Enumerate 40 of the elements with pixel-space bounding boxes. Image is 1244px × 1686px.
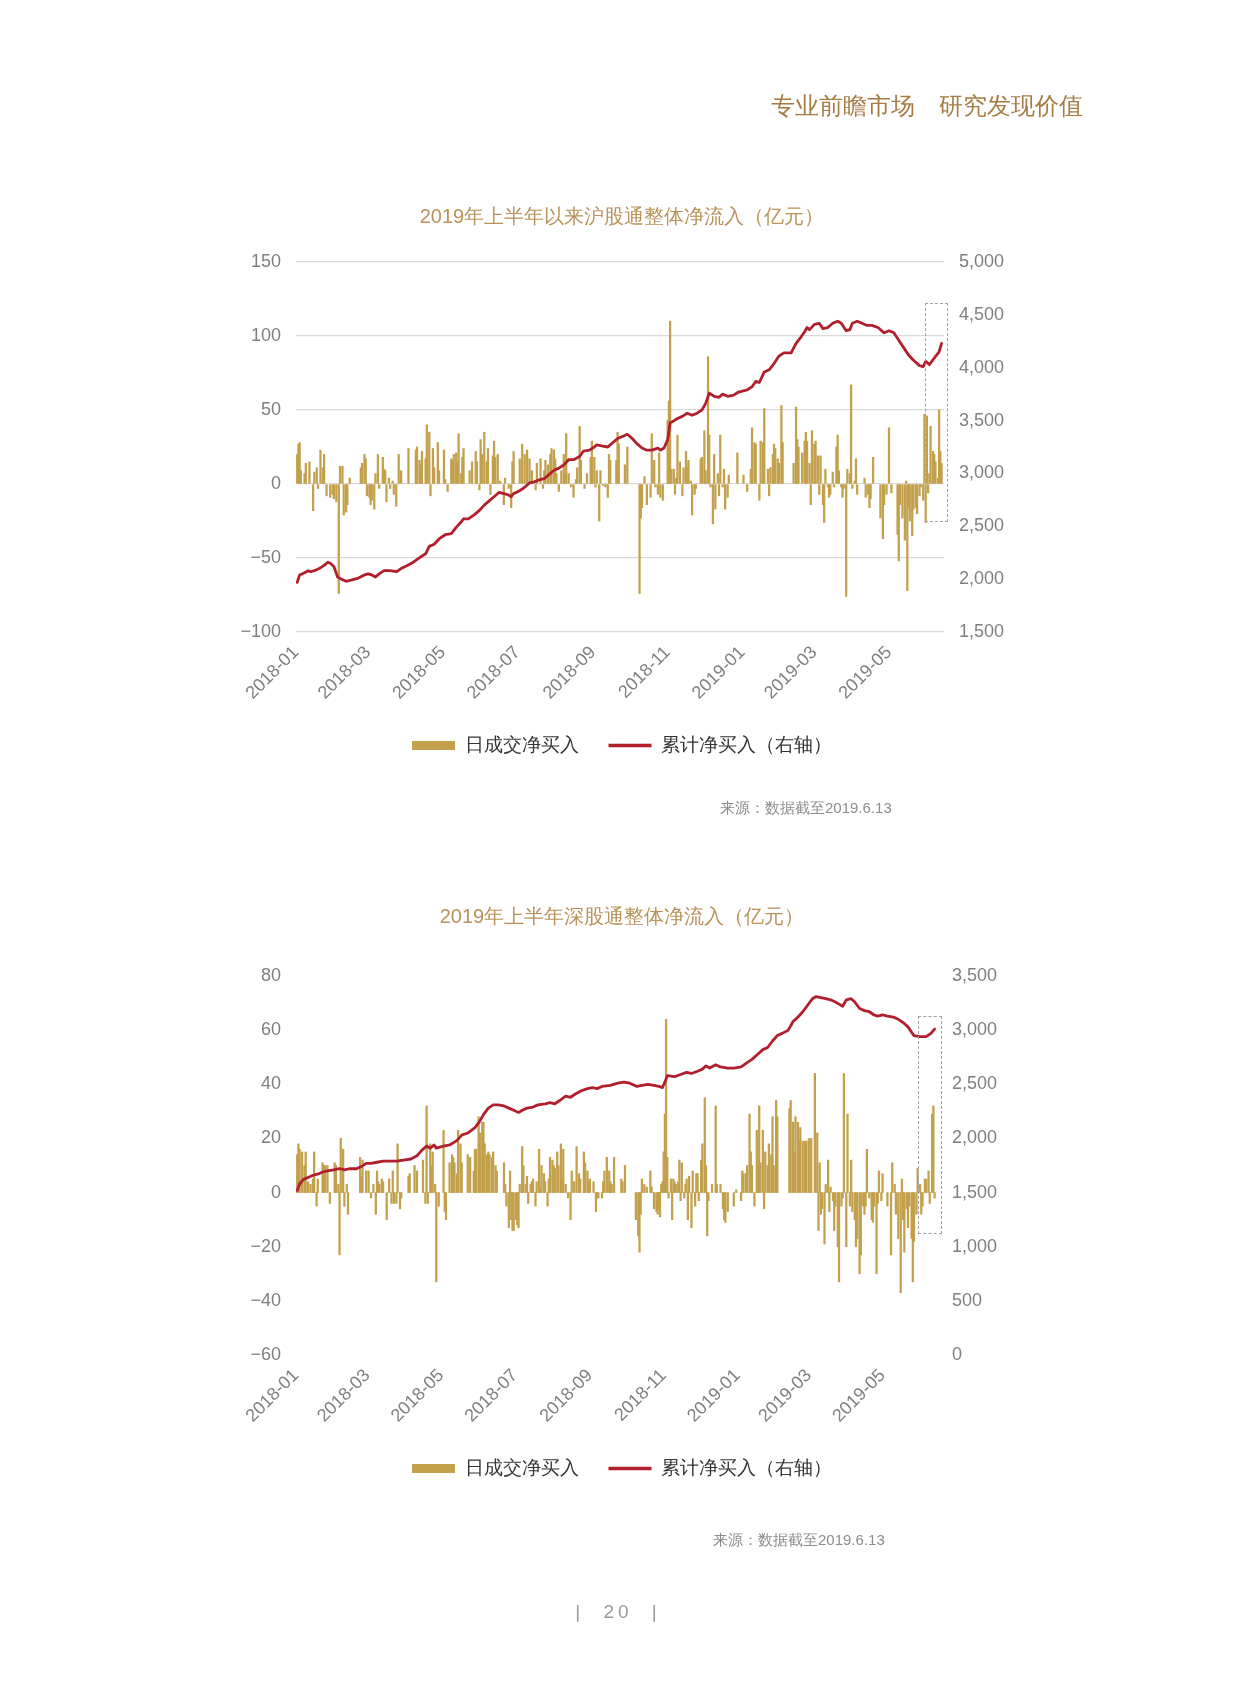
text: | 20 |: [575, 1600, 661, 1624]
y-tick-label: −20: [250, 1235, 281, 1256]
chart-title: 2019年上半年以来沪股通整体净流入（亿元）: [419, 204, 825, 227]
y2-tick-label: 4,000: [959, 356, 1005, 377]
legend-label: 累计净买入（右轴）: [661, 1456, 832, 1478]
y2-tick-label: 3,500: [952, 964, 998, 985]
source-note: 来源：数据截至2019.6.13: [713, 1531, 885, 1549]
y-tick-label: 50: [260, 398, 281, 419]
y2-tick-label: 1,000: [952, 1235, 998, 1256]
y2-tick-label: 2,500: [952, 1073, 998, 1094]
y2-tick-label: 500: [952, 1289, 983, 1310]
y-tick-label: −60: [250, 1343, 281, 1364]
y-tick-label: 150: [250, 250, 281, 271]
legend-label: 日成交净买入: [464, 733, 579, 755]
y2-tick-label: 2,000: [959, 568, 1005, 589]
y2-tick-label: 3,000: [959, 462, 1005, 483]
y-tick-label: 40: [260, 1073, 281, 1094]
y-tick-label: 20: [260, 1127, 281, 1148]
legend-label: 日成交净买入: [464, 1456, 579, 1478]
y2-tick-label: 5,000: [959, 250, 1005, 271]
chart-title: 2019年上半年深股通整体净流入（亿元）: [439, 904, 805, 927]
y2-tick-label: 0: [952, 1343, 963, 1364]
y2-tick-label: 3,500: [959, 409, 1005, 430]
y2-tick-label: 1,500: [959, 620, 1005, 641]
y-tick-label: 100: [250, 324, 281, 345]
y2-tick-label: 2,000: [952, 1127, 998, 1148]
legend-label: 累计净买入（右轴）: [661, 733, 832, 755]
y-tick-label: −40: [250, 1289, 281, 1310]
source-note: 来源：数据截至2019.6.13: [720, 799, 892, 817]
text: 专业前瞻市场 研究发现价值: [771, 91, 1083, 121]
y2-tick-label: 3,000: [952, 1019, 998, 1040]
y2-tick-label: 2,500: [959, 515, 1005, 536]
y2-tick-label: 1,500: [952, 1181, 998, 1202]
y-tick-label: −50: [250, 546, 281, 567]
y2-tick-label: 4,500: [959, 303, 1005, 324]
y-tick-label: 0: [270, 1181, 281, 1202]
y-tick-label: −100: [240, 620, 281, 641]
y-tick-label: 0: [270, 472, 281, 493]
y-tick-label: 60: [260, 1019, 281, 1040]
y-tick-label: 80: [260, 964, 281, 985]
